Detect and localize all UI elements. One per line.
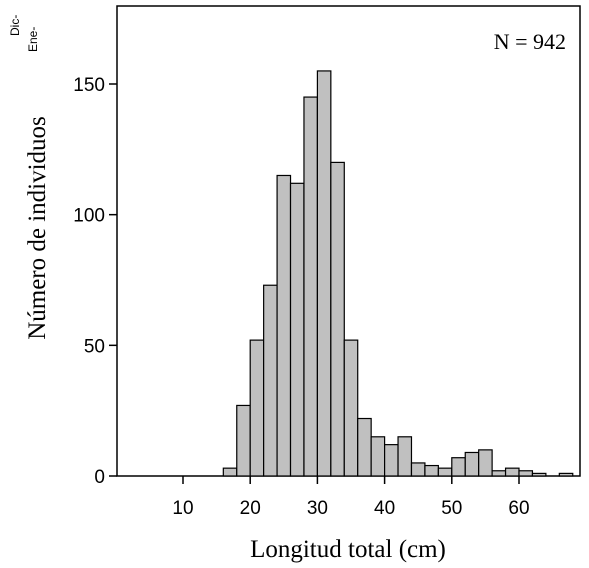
histogram-bar [222, 467, 238, 477]
histogram-bar [424, 464, 439, 477]
histogram-bar [303, 96, 318, 477]
y-tick-label: 50 [84, 336, 105, 357]
histogram-bar [343, 339, 359, 477]
corner-label-dic: Dic- [8, 15, 22, 36]
x-tick-label: 50 [441, 498, 462, 519]
x-tick-label: 30 [307, 498, 328, 519]
y-axis-title: Número de individuos [24, 116, 51, 340]
histogram-bar [531, 472, 547, 477]
histogram-bar [289, 182, 305, 477]
histogram-bar [316, 70, 332, 477]
histogram-bar [558, 472, 574, 477]
histogram-bar [504, 467, 520, 477]
histogram-bar [464, 451, 480, 477]
histogram-bar [437, 467, 453, 477]
histogram-bar [236, 404, 251, 477]
histogram-bar [276, 174, 292, 477]
histogram-bar [384, 444, 399, 477]
x-tick-label: 40 [374, 498, 395, 519]
histogram-bar [263, 284, 278, 477]
y-tick-label: 100 [73, 206, 105, 227]
histogram-bar [249, 339, 265, 477]
x-tick-label: 20 [240, 498, 261, 519]
x-axis-title: Longitud total (cm) [250, 536, 446, 563]
corner-label-ene: Ene- [26, 27, 40, 52]
histogram-bar [478, 449, 493, 477]
y-axis-ticks: 0 50 100 150 [73, 75, 117, 488]
histogram-bar [491, 470, 507, 477]
histogram-bar [397, 436, 413, 477]
histogram-bar [370, 436, 386, 477]
y-tick-label: 0 [94, 467, 105, 488]
histogram-bar [330, 161, 345, 477]
sample-size-annotation: N = 942 [494, 29, 566, 54]
x-tick-label: 60 [508, 498, 529, 519]
y-tick-label: 150 [73, 75, 105, 96]
bars-group [222, 70, 574, 477]
histogram-bar [518, 470, 534, 477]
histogram-bar [357, 417, 372, 477]
histogram-bar [410, 462, 426, 477]
histogram-bar [451, 457, 466, 477]
x-axis-ticks: 10 20 30 40 50 60 [172, 476, 530, 519]
x-tick-label: 10 [172, 498, 193, 519]
